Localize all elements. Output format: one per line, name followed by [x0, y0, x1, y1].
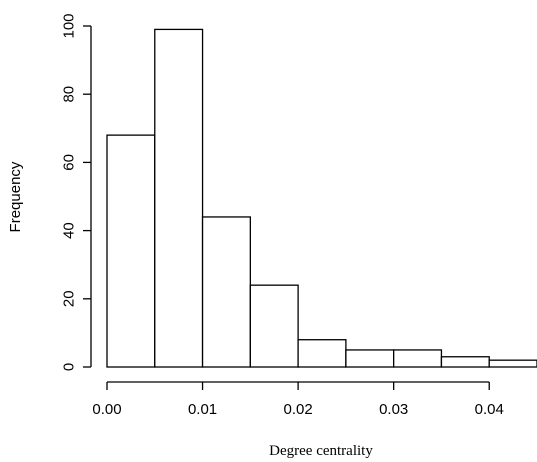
x-tick-label: 0.04	[475, 401, 504, 418]
histogram-bar	[393, 349, 443, 368]
histogram-bar	[488, 359, 537, 368]
x-tick-label: 0.00	[92, 401, 121, 418]
histogram-bar	[106, 134, 156, 368]
y-tick-label: 80	[61, 86, 78, 103]
histogram-bar	[440, 356, 490, 368]
histogram-bar	[154, 28, 204, 368]
x-tick-label: 0.03	[379, 401, 408, 418]
y-tick-label: 0	[61, 363, 78, 371]
y-tick-label: 100	[61, 13, 78, 38]
x-tick-label: 0.02	[284, 401, 313, 418]
y-tick-label: 40	[61, 222, 78, 239]
histogram-bar	[249, 284, 299, 368]
x-axis-title: Degree centrality	[269, 443, 373, 459]
histogram-bar	[297, 339, 347, 368]
histogram-bars	[106, 28, 537, 368]
x-axis: 0.00 0.01 0.02 0.03 0.04	[92, 381, 504, 418]
histogram-bar	[345, 349, 395, 368]
y-axis-title: Frequency	[7, 161, 24, 232]
histogram-bar	[201, 216, 251, 368]
x-tick-label: 0.01	[188, 401, 217, 418]
y-tick-label: 20	[61, 290, 78, 307]
y-tick-label: 60	[61, 154, 78, 171]
y-axis: 0 20 40 60 80 100	[61, 13, 92, 371]
